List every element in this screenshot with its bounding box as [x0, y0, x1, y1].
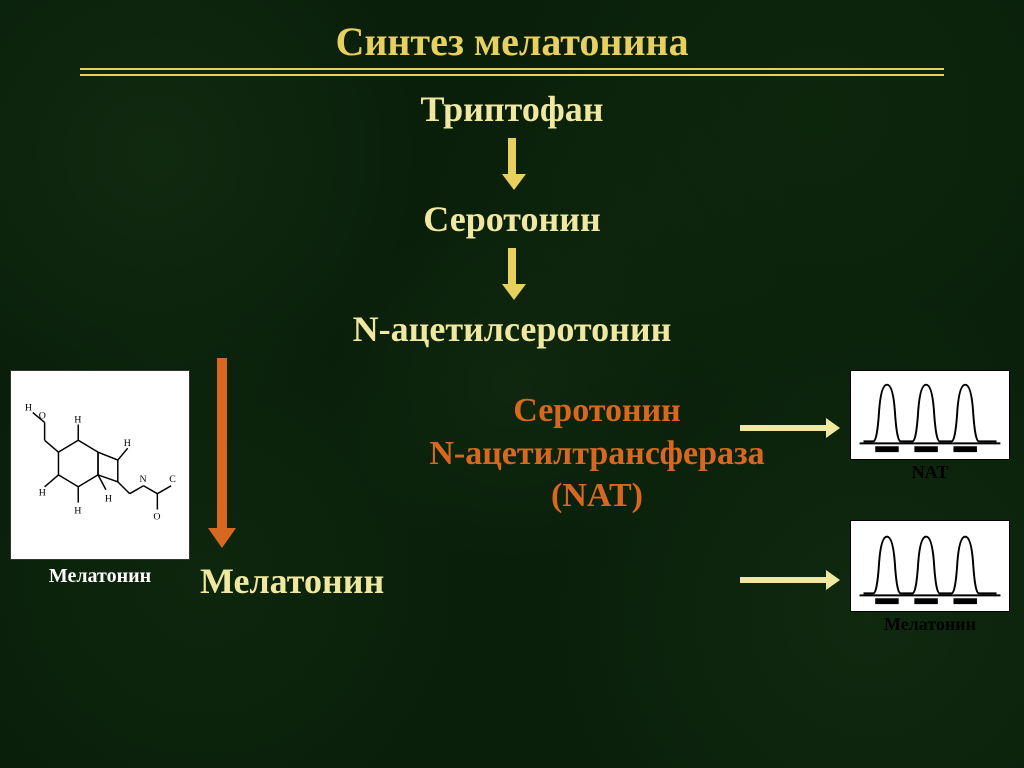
arrow-down-2 — [502, 248, 522, 300]
melatonin-rhythm-graph — [850, 520, 1010, 612]
pathway-step-serotonin: Серотонин — [0, 198, 1024, 240]
svg-text:H: H — [124, 438, 131, 449]
arrow-down-1 — [502, 138, 522, 190]
title-underline-1 — [80, 68, 944, 70]
svg-text:H: H — [74, 505, 81, 516]
title-underline-2 — [80, 74, 944, 76]
pathway-step-melatonin: Мелатонин — [200, 560, 384, 602]
nat-rhythm-graph — [850, 370, 1010, 460]
enzyme-line-3: (NAT) — [372, 475, 822, 518]
slide-title: Синтез мелатонина — [0, 18, 1024, 65]
arrow-to-melatonin-graph — [740, 570, 840, 590]
enzyme-label: Серотонин N-ацетилтрансфераза (NAT) — [372, 390, 822, 518]
svg-text:O: O — [39, 411, 46, 422]
arrow-down-enzyme — [208, 358, 236, 548]
svg-text:H: H — [74, 414, 81, 425]
molecule-label: Мелатонин — [10, 565, 190, 588]
pathway-step-n-acetylserotonin: N-ацетилсеротонин — [0, 308, 1024, 350]
arrow-to-nat-graph — [740, 418, 840, 438]
enzyme-line-2: N-ацетилтрансфераза — [372, 433, 822, 476]
svg-text:H: H — [39, 488, 46, 499]
molecule-structure-panel: HO H H H H N O C H — [10, 370, 190, 560]
pathway-step-tryptophan: Триптофан — [0, 88, 1024, 130]
svg-text:C: C — [169, 474, 176, 485]
melatonin-structure-svg: HO H H H H N O C H — [11, 371, 189, 559]
svg-text:H: H — [25, 403, 32, 414]
melatonin-graph-label: Мелатонин — [850, 614, 1010, 635]
nat-graph-label: NAT — [850, 462, 1010, 483]
svg-text:N: N — [140, 474, 147, 485]
svg-text:O: O — [153, 511, 160, 522]
svg-text:H: H — [105, 494, 112, 505]
